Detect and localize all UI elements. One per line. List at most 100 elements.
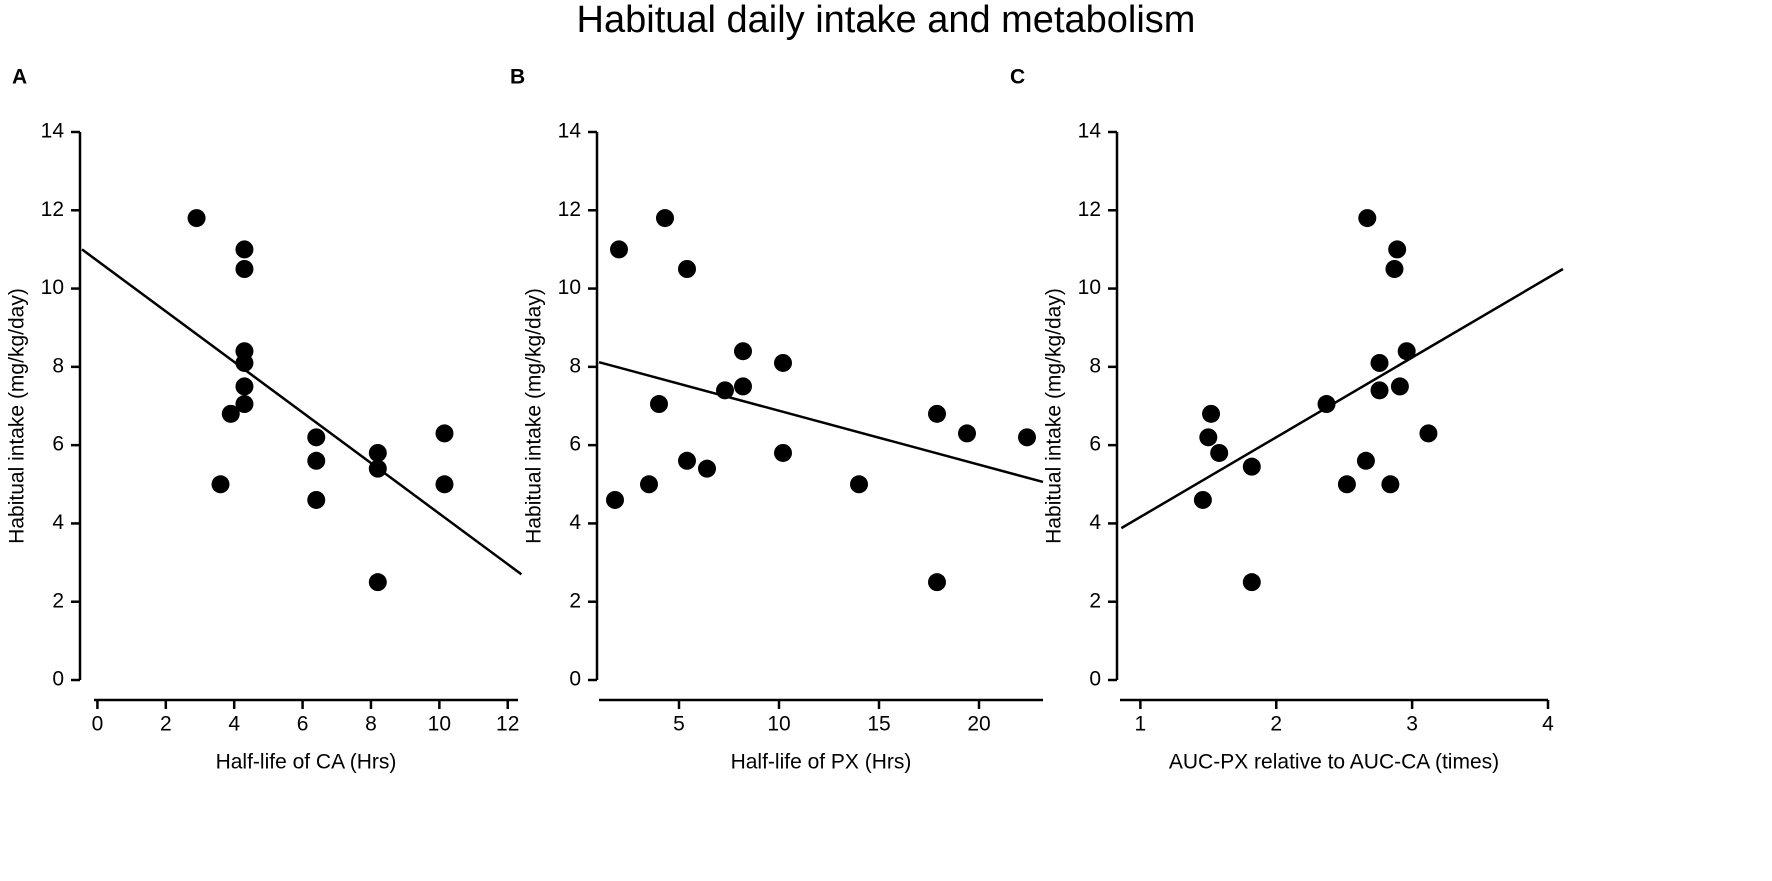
data-point: [307, 451, 326, 470]
data-point: [1419, 424, 1438, 443]
data-point: [235, 260, 254, 278]
x-tick-label: 6: [297, 713, 309, 736]
data-point: [928, 404, 946, 423]
data-point: [235, 353, 254, 372]
data-point: [221, 404, 240, 423]
data-point: [774, 353, 792, 372]
data-point: [1337, 475, 1356, 494]
data-point: [958, 424, 976, 443]
y-tick-label: 8: [1089, 354, 1101, 377]
y-tick-label: 10: [41, 276, 64, 299]
panel-label: C: [1010, 66, 1025, 89]
trend-line: [81, 248, 523, 576]
data-point: [1385, 260, 1404, 278]
data-point: [716, 381, 734, 400]
x-tick-label: 5: [673, 713, 685, 736]
data-point: [1018, 428, 1036, 447]
y-tick-label: 4: [569, 511, 581, 534]
panel-label: B: [510, 66, 525, 89]
trend-line: [598, 360, 1044, 484]
data-point: [187, 209, 206, 228]
y-tick-label: 4: [52, 511, 64, 534]
y-tick-label: 12: [41, 198, 64, 221]
data-point: [1370, 381, 1389, 400]
data-point: [1388, 240, 1407, 259]
data-point: [211, 475, 230, 494]
panel-label: A: [12, 66, 27, 89]
x-axis-title: Half-life of PX (Hrs): [731, 751, 912, 774]
x-tick-label: 4: [228, 713, 240, 736]
y-tick-label: 2: [569, 589, 581, 612]
data-point: [734, 342, 752, 361]
y-tick-label: 8: [569, 354, 581, 377]
y-tick-label: 12: [1078, 198, 1101, 221]
data-point: [235, 377, 254, 396]
y-tick-label: 6: [569, 433, 581, 456]
y-tick-label: 10: [558, 276, 581, 299]
data-point: [368, 459, 387, 478]
x-tick-label: 2: [160, 713, 172, 736]
data-point: [774, 443, 792, 462]
y-tick-label: 6: [1089, 433, 1101, 456]
y-axis-title: Habitual intake (mg/kg/day): [523, 288, 546, 544]
data-point: [1199, 428, 1218, 447]
y-tick-label: 2: [1089, 589, 1101, 612]
figure-title: Habitual daily intake and metabolism: [577, 0, 1196, 41]
data-point: [928, 573, 946, 592]
data-point: [307, 490, 326, 509]
y-tick-label: 8: [52, 354, 64, 377]
y-tick-label: 2: [52, 589, 64, 612]
data-point: [606, 490, 624, 509]
panel: A 0 2 4 6 8 10 12 14 0 2 4 6 8 10 12 Half-life of CA (Hr…: [6, 66, 523, 774]
trend-line: [1120, 267, 1564, 530]
data-point: [1242, 457, 1261, 476]
data-point: [368, 443, 387, 462]
data-point: [1242, 573, 1261, 592]
x-tick-label: 2: [1270, 713, 1282, 736]
data-point: [650, 395, 668, 414]
data-point: [235, 240, 254, 259]
data-point: [1370, 353, 1389, 372]
y-tick-label: 14: [558, 120, 582, 143]
data-point: [678, 260, 696, 278]
data-point: [1202, 404, 1221, 423]
y-tick-label: 14: [41, 120, 65, 143]
data-point: [734, 377, 752, 396]
y-axis-title: Habitual intake (mg/kg/day): [1043, 288, 1066, 544]
y-tick-label: 14: [1078, 120, 1102, 143]
x-tick-label: 8: [365, 713, 377, 736]
y-tick-label: 0: [1089, 668, 1101, 691]
data-point: [610, 240, 628, 259]
y-tick-label: 10: [1078, 276, 1101, 299]
y-tick-label: 0: [52, 668, 64, 691]
x-tick-label: 20: [967, 713, 990, 736]
data-point: [1390, 377, 1409, 396]
x-tick-label: 10: [428, 713, 451, 736]
x-tick-label: 10: [767, 713, 790, 736]
data-point: [678, 451, 696, 470]
x-tick-label: 4: [1542, 713, 1554, 736]
data-point: [1356, 451, 1375, 470]
data-point: [1397, 342, 1416, 361]
data-point: [435, 424, 454, 443]
data-point: [435, 475, 454, 494]
x-axis-title: Half-life of CA (Hrs): [216, 751, 397, 774]
data-point: [850, 475, 868, 494]
y-tick-label: 12: [558, 198, 581, 221]
x-tick-label: 1: [1135, 713, 1147, 736]
data-point: [698, 459, 716, 478]
y-tick-label: 0: [569, 668, 581, 691]
x-tick-label: 12: [496, 713, 519, 736]
data-point: [640, 475, 658, 494]
panel: B 0 2 4 6 8 10 12 14 5 10 15 20 Half-life of PX (Hrs)…: [510, 66, 1044, 774]
y-tick-label: 4: [1089, 511, 1101, 534]
x-axis-title: AUC-PX relative to AUC-CA (times): [1169, 751, 1499, 774]
data-point: [1381, 475, 1400, 494]
data-point: [1358, 209, 1377, 228]
data-point: [307, 428, 326, 447]
x-tick-label: 15: [867, 713, 890, 736]
data-point: [656, 209, 674, 228]
y-tick-label: 6: [52, 433, 64, 456]
